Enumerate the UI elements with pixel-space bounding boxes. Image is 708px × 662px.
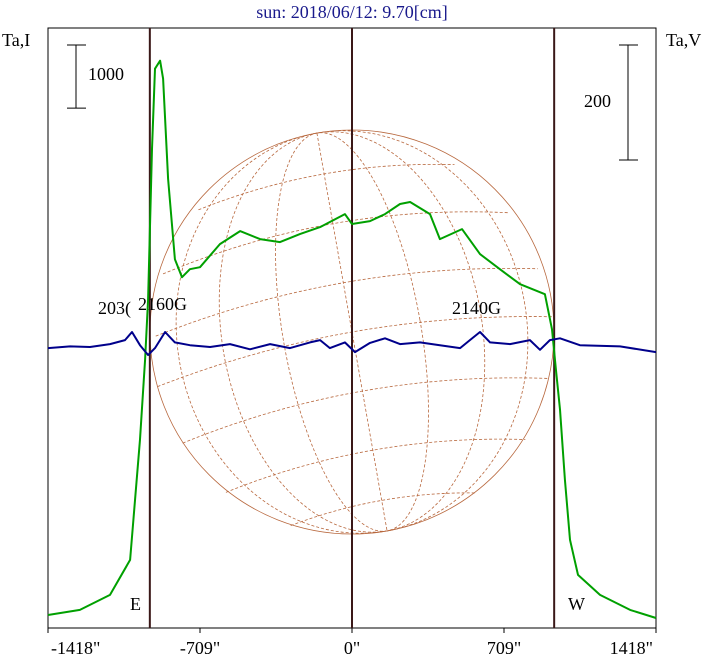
x-tick-label: 709"	[487, 638, 521, 658]
series-line	[47, 59, 657, 619]
x-tick-label: 0"	[344, 638, 360, 658]
annotation: W	[568, 594, 585, 614]
scale-label: 200	[584, 91, 611, 111]
chart-title: sun: 2018/06/12: 9.70[cm]	[256, 2, 448, 22]
annotation: E	[130, 594, 141, 614]
x-tick-label: -1418"	[51, 638, 100, 658]
series-line	[47, 331, 657, 356]
y-axis-label: Ta,I	[2, 30, 30, 50]
x-tick-label: -709"	[180, 638, 220, 658]
annotation: 2160G	[138, 294, 187, 314]
annotation: 203(	[98, 298, 131, 319]
scale-label: 1000	[88, 64, 124, 84]
y2-axis-label: Ta,V	[666, 30, 701, 50]
x-tick-label: 1418"	[610, 638, 653, 658]
annotation: 2140G	[452, 298, 501, 318]
